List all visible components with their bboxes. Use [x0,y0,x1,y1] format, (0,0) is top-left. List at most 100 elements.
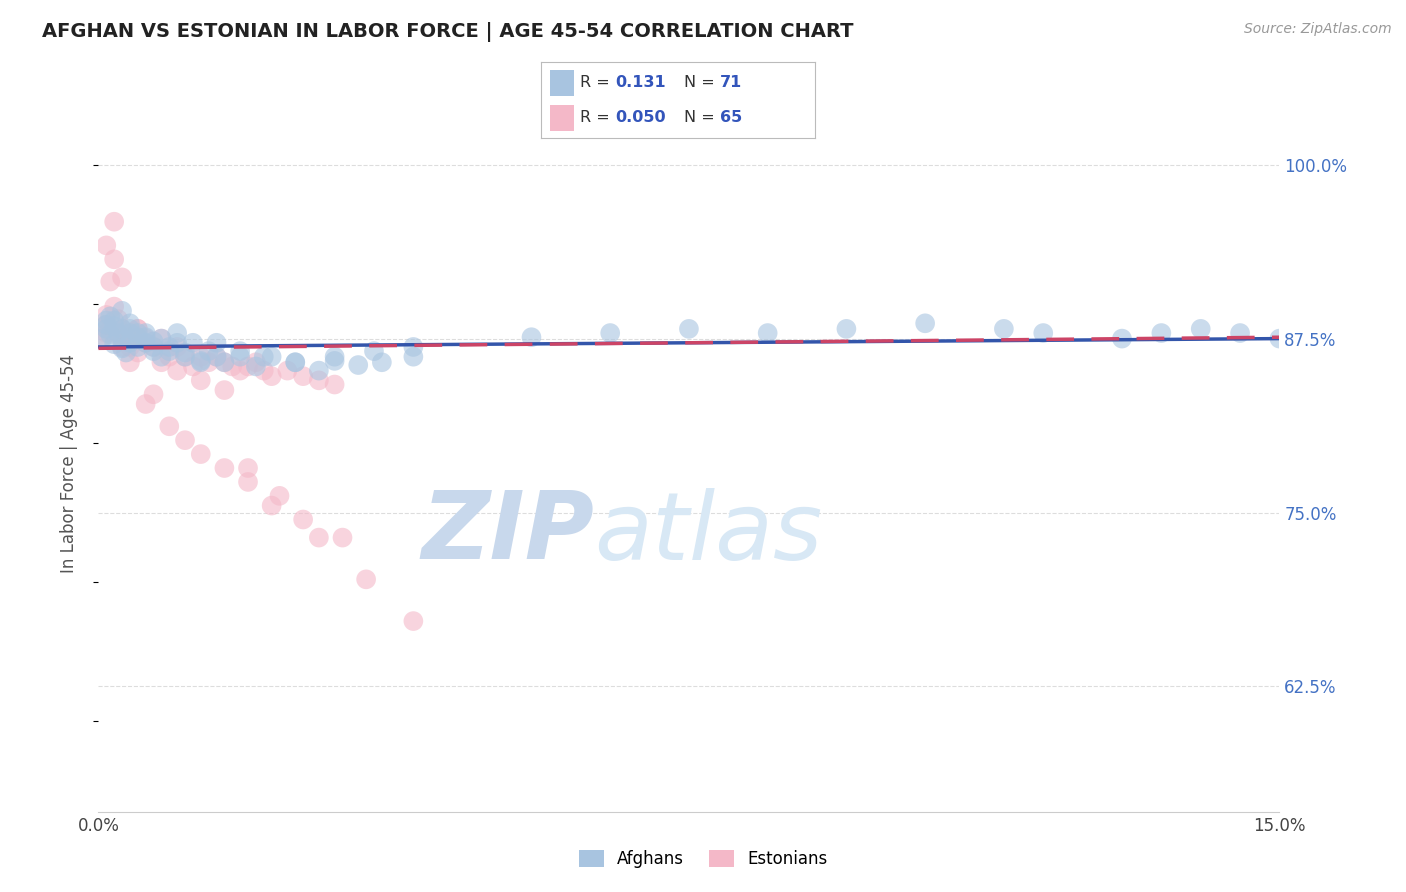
Point [1032,326,1054,340]
Point [142,334,165,349]
Point [166,340,188,354]
Point [135,330,157,344]
Text: 65: 65 [720,111,742,125]
Point [363,344,385,359]
Point [103,319,125,334]
Point [354,572,377,586]
Point [96,318,118,332]
Point [914,316,936,330]
Point [111,332,134,346]
Point [229,344,252,359]
Point [174,350,197,364]
Text: AFGHAN VS ESTONIAN IN LABOR FORCE | AGE 45-54 CORRELATION CHART: AFGHAN VS ESTONIAN IN LABOR FORCE | AGE … [42,22,853,42]
Point [111,270,134,285]
Point [127,340,149,354]
Point [292,369,315,384]
Point [111,340,134,354]
Point [118,335,141,350]
Point [756,326,779,340]
Point [103,313,125,327]
Point [96,308,118,322]
Point [142,340,165,354]
Point [835,322,858,336]
Point [115,332,138,346]
Text: N =: N = [683,76,720,90]
Text: 0.050: 0.050 [616,111,666,125]
Point [599,326,621,340]
Point [174,350,197,364]
Point [993,322,1015,336]
Point [229,350,252,364]
Legend: Afghans, Estonians: Afghans, Estonians [572,843,834,875]
Bar [550,105,574,130]
Point [190,354,212,368]
Text: R =: R = [579,111,614,125]
Point [150,332,173,346]
Text: R =: R = [579,76,614,90]
Point [308,531,330,545]
Point [236,475,259,489]
Point [214,355,236,369]
Point [260,350,283,364]
Point [142,344,165,359]
Text: N =: N = [683,111,720,125]
Point [260,369,283,384]
Point [205,335,228,350]
Point [142,387,165,401]
Point [127,330,149,344]
Point [166,335,188,350]
Point [96,322,118,336]
Point [111,332,134,346]
Point [1229,326,1251,340]
Point [332,531,354,545]
Point [96,238,118,252]
Point [276,363,298,377]
Point [520,330,543,344]
Point [1268,332,1291,346]
Point [214,383,236,397]
Point [1189,322,1212,336]
Point [323,350,346,364]
Point [118,322,141,336]
Point [323,354,346,368]
Y-axis label: In Labor Force | Age 45-54: In Labor Force | Age 45-54 [59,354,77,574]
Point [236,461,259,475]
Point [190,350,212,364]
Point [190,355,212,369]
Point [118,332,141,346]
Text: 71: 71 [720,76,742,90]
Point [107,312,129,326]
Point [181,335,204,350]
Text: atlas: atlas [595,488,823,579]
Point [150,332,173,346]
Point [135,332,157,346]
Point [157,419,180,434]
Point [190,373,212,387]
Point [174,345,197,359]
Point [284,355,307,369]
Point [236,359,259,374]
Point [103,326,125,340]
Point [118,326,141,340]
Point [103,215,125,229]
Point [91,330,114,344]
Point [174,433,197,447]
Point [269,489,291,503]
Text: 0.131: 0.131 [616,76,666,90]
Point [253,363,276,377]
Point [214,355,236,369]
Point [127,322,149,336]
Point [166,363,188,377]
Point [205,350,228,364]
Point [111,322,134,336]
Point [118,316,141,330]
Point [98,310,121,324]
Point [157,350,180,364]
Point [98,275,121,289]
Point [103,300,125,314]
Point [103,337,125,351]
Point [260,499,283,513]
Point [253,350,276,364]
Point [118,340,141,354]
Point [197,355,219,369]
